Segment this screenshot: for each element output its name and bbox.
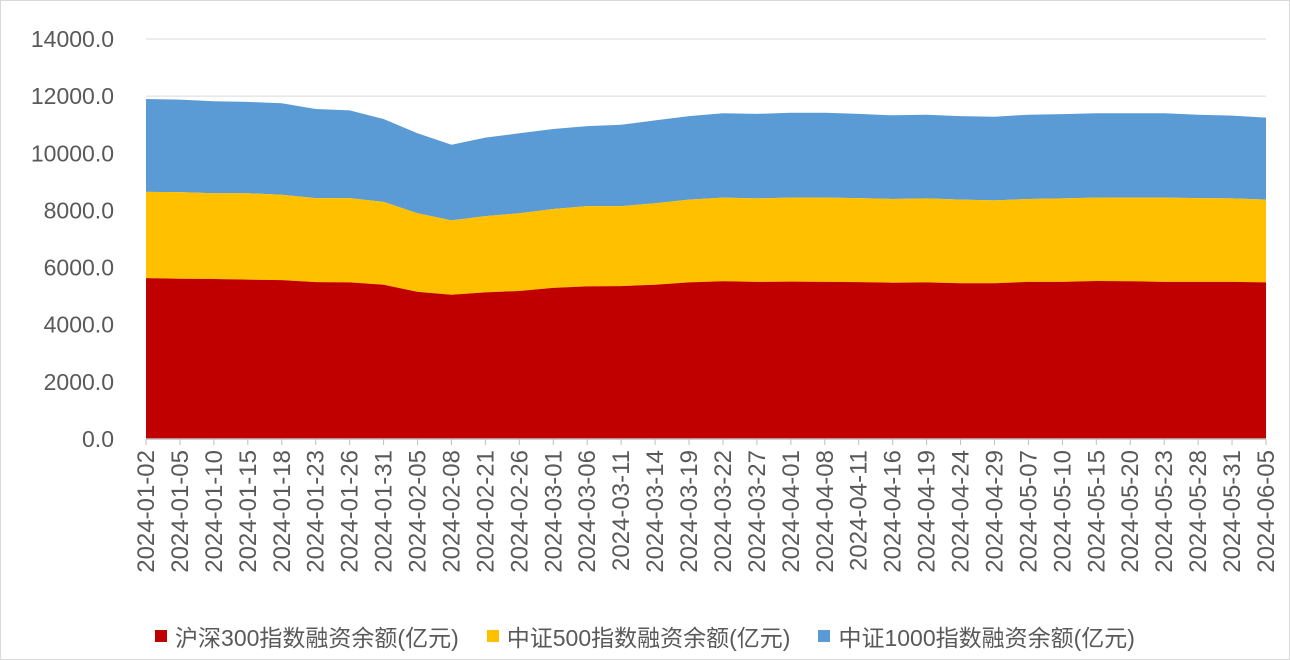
y-tick-label: 4000.0 [44, 312, 114, 338]
legend-swatch-zz1000 [818, 630, 831, 642]
legend-label-zz1000: 中证1000指数融资余额(亿元) [838, 625, 1135, 651]
y-tick-label: 8000.0 [44, 197, 114, 223]
x-tick-label: 2024-04-29 [981, 450, 1008, 573]
x-tick-label: 2024-04-19 [914, 450, 941, 573]
x-tick-label: 2024-06-05 [1253, 450, 1280, 573]
x-tick-label: 2024-04-08 [812, 450, 839, 573]
y-tick-label: 14000.0 [31, 26, 114, 52]
y-tick-label: 6000.0 [44, 255, 114, 281]
chart-plot-area: 0.0 2000.0 4000.0 6000.0 8000.0 10000.0 12000.… [31, 26, 1280, 573]
x-tick-label: 2024-03-22 [710, 450, 737, 573]
x-tick-label: 2024-05-15 [1083, 450, 1110, 573]
x-tick-label: 2024-01-05 [167, 450, 194, 573]
x-tick-label: 2024-02-21 [472, 450, 499, 573]
x-tick-label: 2024-03-01 [540, 450, 567, 573]
series-area-hs300 [146, 278, 1266, 439]
x-tick-label: 2024-05-28 [1185, 450, 1212, 573]
legend-label-hs300: 沪深300指数融资余额(亿元) [175, 625, 459, 651]
x-tick-label: 2024-01-26 [337, 450, 364, 573]
y-tick-label: 0.0 [82, 426, 114, 452]
legend-item-hs300: 沪深300指数融资余额(亿元) [155, 619, 459, 653]
x-tick-label: 2024-04-11 [846, 450, 873, 571]
x-tick-label: 2024-01-31 [371, 450, 398, 573]
x-tick-label: 2024-02-26 [506, 450, 533, 573]
y-tick-label: 12000.0 [31, 83, 114, 109]
x-tick-label: 2024-04-24 [948, 450, 975, 573]
x-tick-label: 2024-04-01 [778, 450, 805, 573]
x-tick-label: 2024-03-11 [608, 450, 635, 571]
x-tick-label: 2024-03-19 [676, 450, 703, 573]
x-tick-label: 2024-02-08 [438, 450, 465, 573]
x-tick-label: 2024-04-16 [880, 450, 907, 573]
legend-swatch-zz500 [486, 630, 499, 642]
legend-item-zz500: 中证500指数融资余额(亿元) [486, 619, 791, 653]
y-tick-label: 10000.0 [31, 140, 114, 166]
x-tick-label: 2024-05-31 [1219, 450, 1246, 573]
x-tick-label: 2024-02-05 [405, 450, 432, 573]
x-tick-label: 2024-05-23 [1151, 450, 1178, 573]
x-tick-label: 2024-03-06 [574, 450, 601, 573]
legend-swatch-hs300 [155, 630, 168, 642]
x-tick-label: 2024-01-18 [269, 450, 296, 573]
legend-label-zz500: 中证500指数融资余额(亿元) [506, 625, 791, 651]
x-tick-label: 2024-03-14 [642, 450, 669, 573]
x-tick-label: 2024-03-27 [744, 450, 771, 573]
legend-item-zz1000: 中证1000指数融资余额(亿元) [818, 619, 1135, 653]
x-tick-label: 2024-01-23 [303, 450, 330, 573]
y-tick-label: 2000.0 [44, 369, 114, 395]
x-tick-label: 2024-05-07 [1015, 450, 1042, 573]
x-tick-label: 2024-05-20 [1117, 450, 1144, 573]
y-axis-labels: 0.0 2000.0 4000.0 6000.0 8000.0 10000.0 12000.… [31, 26, 114, 452]
x-tick-label: 2024-01-15 [235, 450, 262, 573]
x-tick-label: 2024-05-10 [1049, 450, 1076, 573]
series-area-zz500 [146, 191, 1266, 295]
legend: 沪深300指数融资余额(亿元) 中证500指数融资余额(亿元) 中证1000指数… [1, 616, 1289, 656]
x-tick-label: 2024-01-02 [133, 450, 160, 573]
x-axis-labels: 2024-01-02 2024-01-05 2024-01-10 2024-01-15… [133, 439, 1280, 573]
series-area-zz1000 [146, 99, 1266, 221]
x-tick-label: 2024-01-10 [201, 450, 228, 573]
